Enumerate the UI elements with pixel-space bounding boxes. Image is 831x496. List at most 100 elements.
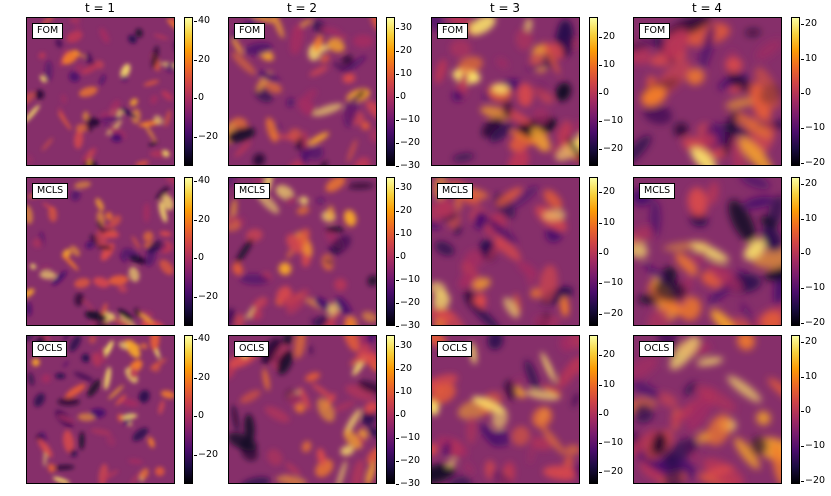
colorbar-tick-label: −20 — [800, 316, 826, 328]
vorticity-field — [634, 18, 781, 165]
vorticity-field — [27, 336, 174, 483]
colorbar-tick-label: 0 — [395, 409, 407, 421]
colorbar-tick-label: 10 — [395, 386, 413, 398]
colorbar-tick-label: 10 — [598, 58, 616, 70]
model-label: OCLS — [32, 341, 68, 357]
colorbar — [386, 335, 395, 484]
heatmap-panel: MCLS — [228, 177, 377, 326]
colorbar-tick-label: 30 — [395, 22, 413, 34]
model-label: MCLS — [437, 183, 474, 199]
colorbar-tick-label: 20 — [598, 349, 616, 361]
colorbar-tick-label: 0 — [193, 92, 205, 104]
colorbar-tick-label: −20 — [395, 297, 421, 309]
vorticity-field — [432, 336, 579, 483]
colorbar-tick-label: −10 — [395, 114, 421, 126]
colorbar-tick-label: −10 — [598, 277, 624, 289]
colorbar-tick-label: 10 — [395, 228, 413, 240]
heatmap-panel: FOM — [431, 17, 580, 166]
colorbar — [184, 335, 193, 484]
colorbar-tick-label: −30 — [395, 160, 421, 171]
colorbar-tick-label: −10 — [800, 439, 826, 451]
vorticity-field — [229, 178, 376, 325]
heatmap-panel: OCLS — [228, 335, 377, 484]
vorticity-field — [432, 178, 579, 325]
colorbar-tick-label: 0 — [800, 247, 812, 259]
colorbar-tick-label: −20 — [395, 455, 421, 467]
colorbar — [589, 17, 598, 166]
colorbar-tick-label: −10 — [598, 437, 624, 449]
colorbar — [386, 177, 395, 326]
colorbar-tick-label: 0 — [395, 91, 407, 103]
model-label: FOM — [437, 23, 469, 39]
colorbar-tick-label: 10 — [598, 216, 616, 228]
colorbar-tick-label: 20 — [193, 53, 211, 65]
model-label: MCLS — [234, 183, 271, 199]
vorticity-field — [432, 18, 579, 165]
model-label: OCLS — [437, 341, 473, 357]
heatmap-panel: MCLS — [431, 177, 580, 326]
colorbar-tick-label: −10 — [800, 281, 826, 293]
colorbar-tick-label: 20 — [395, 363, 413, 375]
colorbar-tick-label: −10 — [395, 432, 421, 444]
colorbar-tick-label: −10 — [395, 274, 421, 286]
colorbar-tick-label: 10 — [395, 68, 413, 80]
heatmap-panel: MCLS — [633, 177, 782, 326]
model-label: OCLS — [234, 341, 270, 357]
vorticity-field — [27, 178, 174, 325]
colorbar-tick-label: −30 — [395, 478, 421, 489]
colorbar — [589, 335, 598, 484]
colorbar-tick-label: −30 — [395, 320, 421, 331]
colorbar-tick-label: 0 — [395, 251, 407, 263]
model-label: FOM — [639, 23, 671, 39]
heatmap-panel: OCLS — [26, 335, 175, 484]
colorbar-tick-label: 20 — [800, 335, 818, 347]
column-title: t = 3 — [489, 1, 521, 15]
colorbar-tick-label: −20 — [800, 474, 826, 486]
colorbar-tick-label: −20 — [193, 448, 219, 460]
colorbar — [791, 177, 800, 326]
colorbar-tick-label: 30 — [395, 182, 413, 194]
colorbar — [184, 177, 193, 326]
model-label: OCLS — [639, 341, 675, 357]
colorbar-tick-label: 40 — [193, 174, 211, 186]
colorbar-tick-label: 20 — [193, 213, 211, 225]
colorbar-tick-label: 0 — [598, 407, 610, 419]
colorbar-tick-label: −10 — [598, 115, 624, 127]
colorbar-tick-label: 20 — [800, 177, 818, 189]
column-title: t = 4 — [691, 1, 723, 15]
heatmap-panel: MCLS — [26, 177, 175, 326]
colorbar-tick-label: 10 — [800, 212, 818, 224]
colorbar — [184, 17, 193, 166]
vorticity-field — [634, 178, 781, 325]
heatmap-panel: OCLS — [633, 335, 782, 484]
colorbar-tick-label: 0 — [193, 252, 205, 264]
colorbar-tick-label: −20 — [193, 290, 219, 302]
colorbar-tick-label: 20 — [395, 205, 413, 217]
colorbar-tick-label: 10 — [598, 378, 616, 390]
heatmap-panel: FOM — [26, 17, 175, 166]
colorbar-tick-label: 40 — [193, 332, 211, 344]
model-label: FOM — [234, 23, 266, 39]
heatmap-panel: OCLS — [431, 335, 580, 484]
column-title: t = 2 — [286, 1, 318, 15]
vorticity-field — [634, 336, 781, 483]
column-title: t = 1 — [84, 1, 116, 15]
colorbar-tick-label: 40 — [193, 14, 211, 26]
colorbar-tick-label: 20 — [598, 30, 616, 42]
colorbar — [386, 17, 395, 166]
colorbar-tick-label: −20 — [598, 307, 624, 319]
colorbar-tick-label: 0 — [598, 247, 610, 259]
colorbar-tick-label: −20 — [598, 143, 624, 155]
colorbar-tick-label: −10 — [800, 121, 826, 133]
model-label: MCLS — [32, 183, 69, 199]
colorbar-tick-label: −20 — [193, 130, 219, 142]
model-label: FOM — [32, 23, 64, 39]
colorbar-tick-label: 20 — [395, 45, 413, 57]
heatmap-panel: FOM — [228, 17, 377, 166]
colorbar-tick-label: 0 — [800, 405, 812, 417]
colorbar-tick-label: 20 — [598, 186, 616, 198]
colorbar-tick-label: 10 — [800, 52, 818, 64]
colorbar-tick-label: −20 — [598, 466, 624, 478]
colorbar-tick-label: 10 — [800, 370, 818, 382]
colorbar — [791, 335, 800, 484]
